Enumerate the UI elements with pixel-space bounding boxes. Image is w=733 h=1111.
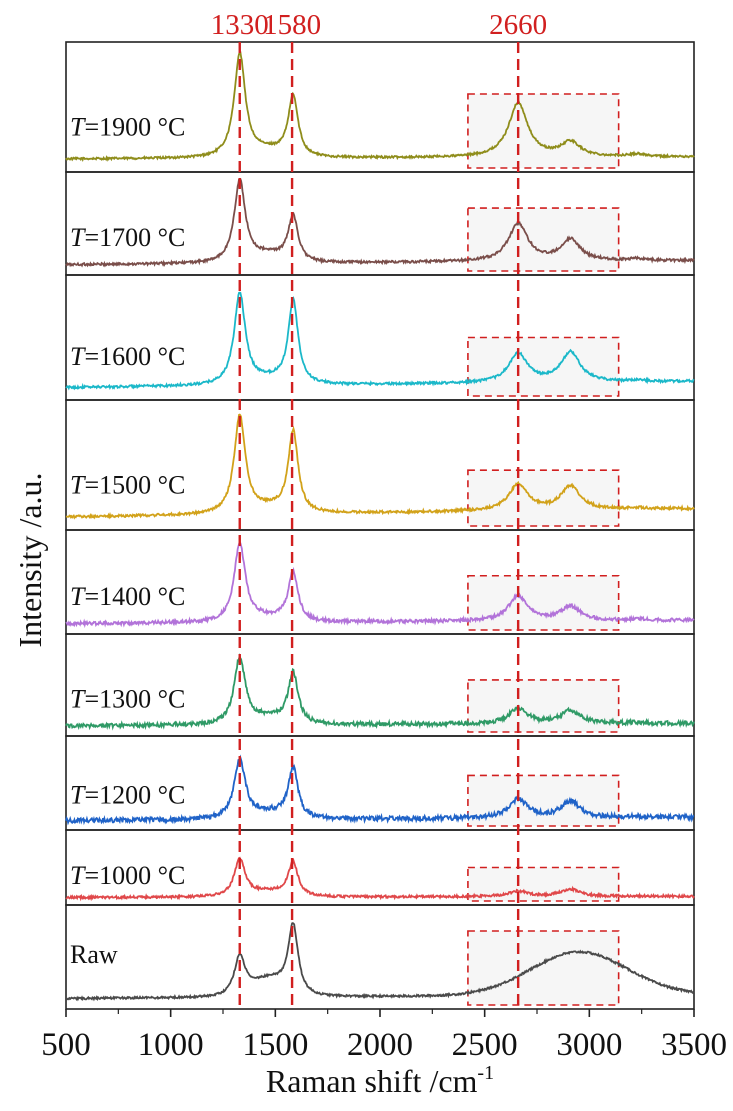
spectrum-line [65, 652, 695, 731]
series-label-variable: T [70, 582, 86, 611]
series-label: T=1900 °C [70, 113, 185, 142]
x-tick-label: 1000 [138, 1027, 204, 1063]
series-label-variable: T [70, 471, 86, 500]
spectrum-line [65, 922, 695, 1002]
series-label-value: =1000 °C [84, 861, 185, 890]
spectrum-line [65, 291, 695, 391]
series-label: T=1300 °C [70, 684, 185, 713]
series-label-value: =1900 °C [84, 113, 185, 142]
series-label-variable: T [70, 113, 86, 142]
x-tick-label: 2500 [452, 1027, 518, 1063]
spectrum-line [65, 51, 695, 162]
spectrum-line [65, 178, 695, 268]
panels [65, 41, 695, 1010]
series-label: T=1000 °C [70, 861, 185, 890]
series-label-value: =1600 °C [84, 342, 185, 371]
highlight-box [467, 207, 620, 272]
series-label-variable: T [70, 223, 86, 252]
panel-labels: T=1900 °CT=1700 °CT=1600 °CT=1500 °CT=14… [70, 113, 185, 970]
spectrum-line [65, 754, 695, 826]
x-axis-title-superscript: -1 [477, 1062, 494, 1084]
series-label-variable: T [70, 781, 86, 810]
peak-label-2660: 2660 [489, 9, 547, 41]
series-label-value: =1500 °C [84, 471, 185, 500]
series-label-variable: T [70, 861, 86, 890]
highlight-box [467, 930, 620, 1006]
series-label-value: =1700 °C [84, 223, 185, 252]
y-axis-title: Intensity /a.u. [12, 472, 48, 647]
series-label-value: =1200 °C [84, 781, 185, 810]
x-tick-label: 2000 [347, 1027, 413, 1063]
series-label: Raw [70, 940, 118, 969]
x-tick-label: 3500 [661, 1027, 727, 1063]
series-label: T=1600 °C [70, 342, 185, 371]
x-axis: 500 1000 1500 2000 2500 3000 3500 [41, 1009, 727, 1063]
peak-label-1330: 1330 [211, 9, 269, 41]
x-axis-title-text: Raman shift /cm [266, 1063, 478, 1099]
x-tick-label: 3000 [556, 1027, 622, 1063]
series-label-variable: T [70, 684, 86, 713]
series-label-variable: T [70, 342, 86, 371]
series-label: T=1700 °C [70, 223, 185, 252]
series-label: T=1200 °C [70, 781, 185, 810]
highlight-box [467, 336, 620, 397]
highlight-box [467, 93, 620, 169]
highlight-box [467, 469, 620, 527]
spectrum-line [65, 413, 695, 520]
series-label-value: =1300 °C [84, 684, 185, 713]
series-label-value: =1400 °C [84, 582, 185, 611]
highlight-box [467, 574, 620, 631]
highlight-regions [467, 93, 620, 1006]
peak-marker-lines [238, 42, 520, 1009]
spectra-curves [65, 51, 695, 1002]
highlight-box [467, 774, 620, 827]
series-label: T=1400 °C [70, 582, 185, 611]
spectrum-line [65, 856, 695, 902]
peak-label-1580: 1580 [263, 9, 321, 41]
series-label: T=1500 °C [70, 471, 185, 500]
x-tick-label: 1500 [242, 1027, 308, 1063]
x-axis-title: Raman shift /cm-1 [266, 1062, 494, 1099]
highlight-box [467, 679, 620, 733]
spectrum-line [65, 539, 695, 629]
x-tick-label: 500 [41, 1027, 91, 1063]
